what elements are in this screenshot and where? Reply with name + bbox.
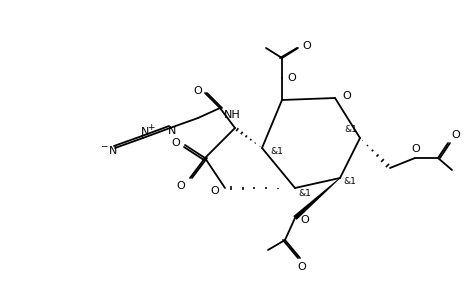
Text: O: O	[210, 186, 219, 196]
Text: −: −	[100, 141, 108, 151]
Text: O: O	[193, 86, 202, 96]
Text: +: +	[147, 124, 155, 132]
Text: O: O	[451, 130, 460, 140]
Text: &1: &1	[270, 148, 283, 157]
Text: NH: NH	[224, 110, 241, 120]
Text: N: N	[168, 126, 176, 136]
Text: O: O	[287, 73, 296, 83]
Text: N: N	[141, 127, 149, 137]
Text: &1: &1	[344, 126, 357, 135]
Text: O: O	[411, 144, 420, 154]
Text: O: O	[342, 91, 351, 101]
Polygon shape	[293, 178, 340, 220]
Text: N: N	[109, 146, 117, 156]
Text: &1: &1	[343, 178, 356, 187]
Text: O: O	[176, 181, 185, 191]
Text: O: O	[300, 215, 309, 225]
Text: O: O	[297, 262, 306, 272]
Text: O: O	[302, 41, 311, 51]
Text: &1: &1	[298, 189, 311, 198]
Text: O: O	[171, 138, 180, 148]
